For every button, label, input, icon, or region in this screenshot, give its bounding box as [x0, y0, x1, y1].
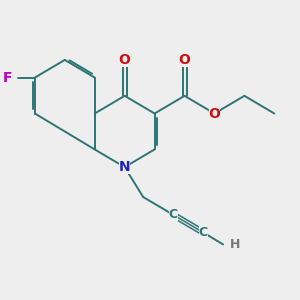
Text: H: H: [230, 238, 241, 251]
Text: F: F: [2, 70, 12, 85]
Text: C: C: [169, 208, 178, 221]
Text: O: O: [119, 53, 130, 67]
Text: C: C: [199, 226, 208, 239]
Text: O: O: [208, 106, 220, 121]
Text: O: O: [178, 53, 190, 67]
Text: N: N: [119, 160, 130, 174]
